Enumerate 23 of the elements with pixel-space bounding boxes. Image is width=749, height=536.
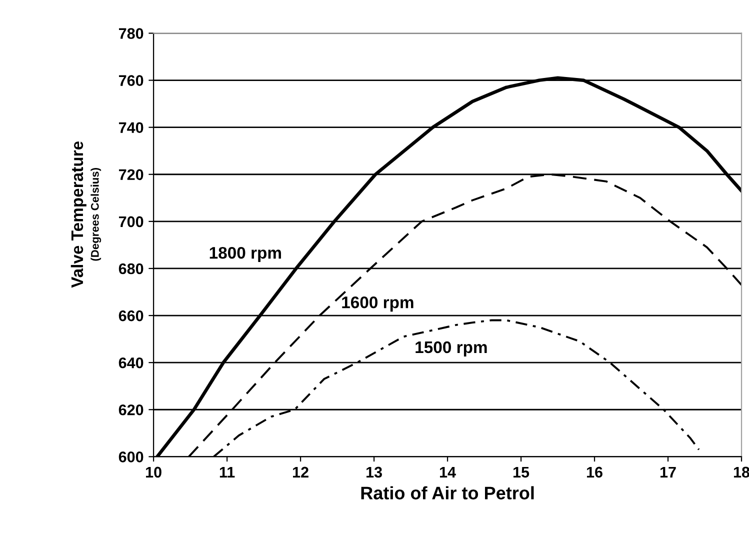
y-tick-label: 780 (118, 28, 144, 39)
y-tick-label: 660 (118, 310, 144, 322)
y-tick-label: 740 (118, 122, 144, 134)
x-tick-label: 10 (146, 466, 162, 478)
annotation: 1500 rpm (416, 341, 487, 356)
x-tick-label: 16 (586, 466, 602, 478)
x-tick-label: 15 (513, 466, 530, 478)
y-tick-label: 700 (118, 216, 144, 228)
y-tick-label: 760 (118, 75, 144, 86)
y-tick-label: 600 (118, 452, 144, 462)
annotation: 1600 rpm (342, 296, 414, 312)
y-tick-label: 680 (118, 263, 144, 274)
y-tick-label: 620 (118, 404, 144, 416)
x-tick-label: 13 (366, 466, 382, 478)
x-tick-label: 11 (220, 466, 235, 478)
x-tick-label: 12 (293, 466, 308, 478)
y-tick-label: 720 (118, 169, 144, 180)
annotation: 1800 rpm (210, 246, 281, 262)
x-tick-label: 17 (660, 466, 676, 478)
x-axis-title: Ratio of Air to Petrol (361, 486, 534, 500)
x-tick-label: 14 (440, 466, 456, 478)
y-tick-label: 640 (118, 357, 144, 368)
y-axis-title: Valve Temperature (Degrees Celsius) (70, 141, 102, 288)
